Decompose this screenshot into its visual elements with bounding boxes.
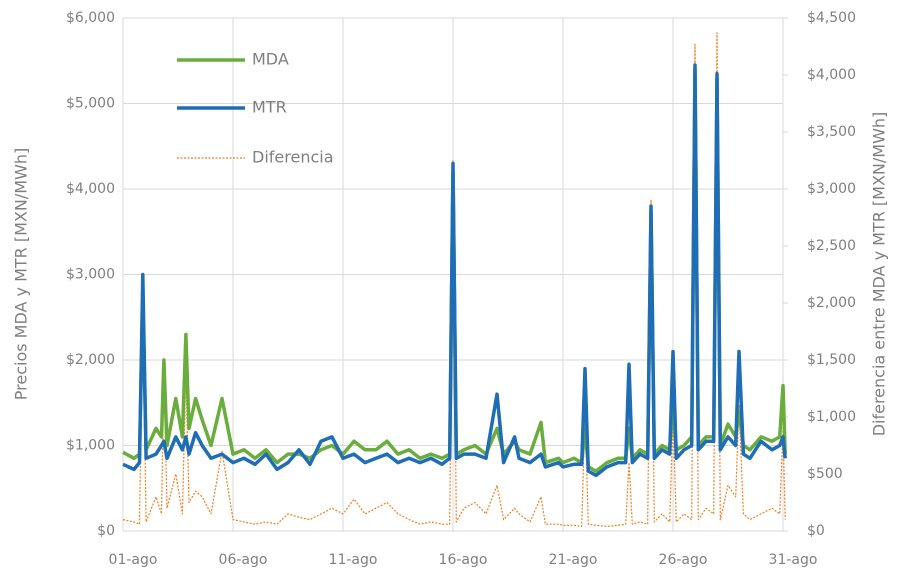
- y2-tick-label: $3,000: [807, 181, 856, 197]
- legend-label: Diferencia: [252, 148, 334, 167]
- y2-tick-label: $3,500: [807, 124, 856, 140]
- x-tick-label: 11-ago: [329, 552, 378, 568]
- y-tick-label: $6,000: [66, 10, 115, 26]
- y2-tick-label: $4,000: [807, 67, 856, 83]
- y2-tick-label: $4,500: [807, 10, 856, 26]
- y-axis-label: Precios MDA y MTR [MXN/MWh]: [12, 148, 31, 400]
- x-tick-label: 16-ago: [439, 552, 488, 568]
- y2-tick-label: $1,500: [807, 352, 856, 368]
- x-tick-label: 01-ago: [109, 552, 158, 568]
- x-tick-label: 06-ago: [219, 552, 268, 568]
- x-tick-label: 21-ago: [549, 552, 598, 568]
- y-tick-label: $0: [97, 523, 115, 539]
- y-tick-label: $1,000: [66, 438, 115, 454]
- y2-tick-label: $0: [807, 523, 825, 539]
- y2-axis-label: Diferencia entre MDA y MTR [MXN/MWh]: [870, 112, 889, 437]
- y-tick-label: $3,000: [66, 267, 115, 283]
- legend-label: MDA: [252, 50, 289, 69]
- y-tick-label: $2,000: [66, 352, 115, 368]
- y-tick-label: $4,000: [66, 181, 115, 197]
- y2-tick-label: $500: [807, 466, 843, 482]
- y2-tick-label: $2,500: [807, 238, 856, 254]
- y2-tick-label: $1,000: [807, 409, 856, 425]
- y2-tick-label: $2,000: [807, 295, 856, 311]
- x-tick-label: 26-ago: [659, 552, 708, 568]
- series-line: [122, 63, 787, 478]
- x-tick-label: 31-ago: [769, 552, 818, 568]
- legend-label: MTR: [252, 98, 287, 117]
- y-tick-label: $5,000: [66, 96, 115, 112]
